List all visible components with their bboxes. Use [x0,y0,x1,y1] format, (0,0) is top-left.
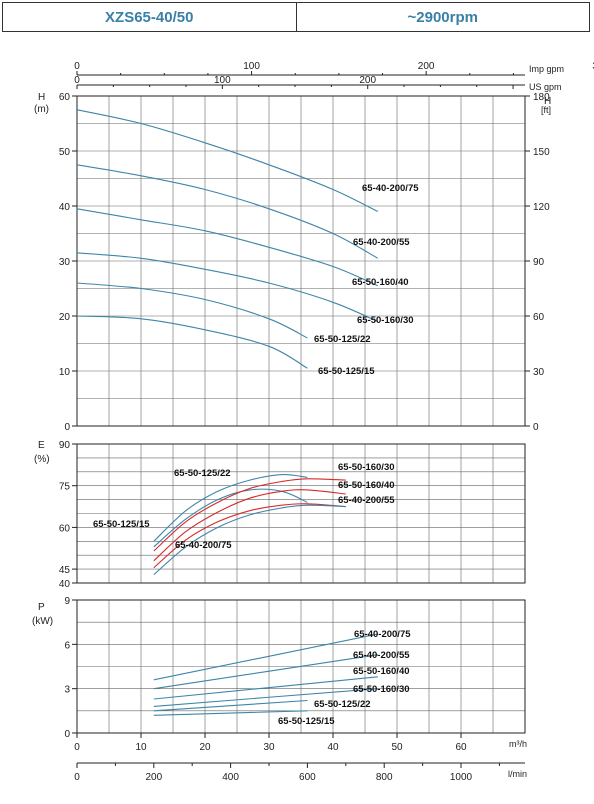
series-label-e-65-50-160-40: 65-50-160/40 [338,480,395,491]
imp-gpm-tick-label: 100 [243,61,260,72]
h-ft-axis-unit: [ft] [541,105,551,115]
y-tick-label: 60 [59,523,71,534]
y-tick-label: 40 [59,202,71,213]
us-gpm-tick-label: 0 [74,75,80,86]
plot-frame [76,599,526,734]
series-label-e-65-50-160-30: 65-50-160/30 [338,462,395,473]
y-tick-label: 30 [59,257,71,268]
series-label-p-65-50-125-15: 65-50-125/15 [278,716,335,727]
y-tick-label: 45 [59,565,71,576]
lmin-tick-label: 800 [376,772,393,783]
x-tick-label: 40 [327,742,339,753]
lmin-tick-label: 400 [222,772,239,783]
series-label-h-65-50-125-15: 65-50-125/15 [318,366,375,377]
x-tick-label: 60 [455,742,467,753]
curve-e-65-50-125-22 [153,474,308,542]
imp-gpm-unit: Imp gpm [529,64,564,74]
y-tick-label: 0 [64,422,70,433]
curve-h-65-50-125-15 [76,315,308,369]
e-axis-unit: (%) [34,454,50,465]
curve-e-65-50-160-40 [153,489,346,562]
curve-p-65-50-125-22 [153,699,308,712]
y-tick-label: 50 [59,147,71,158]
y-tick-label: 0 [64,729,70,740]
series-label-h-65-40-200-55: 65-40-200/55 [353,237,410,248]
lmin-tick-label: 0 [74,772,80,783]
imp-gpm-tick-label: 0 [74,61,80,72]
y-tick-label: 60 [59,92,71,103]
series-label-h-65-50-160-40: 65-50-160/40 [352,277,409,288]
series-label-p-65-40-200-75: 65-40-200/75 [354,629,411,640]
y-tick-label: 10 [59,367,71,378]
curve-h-65-40-200-75 [76,109,379,212]
y-tick-label: 3 [64,685,70,696]
lmin-tick-label: 1000 [450,772,473,783]
y-tick-label: 90 [59,440,71,451]
curve-h-65-50-125-22 [76,282,308,339]
y-tick-label: 9 [64,596,70,607]
x-unit-lmin: l/min [508,769,527,779]
series-label-e-65-50-125-15: 65-50-125/15 [93,519,150,530]
curve-p-65-50-125-15 [153,710,308,716]
series-label-p-65-40-200-55: 65-40-200/55 [353,650,410,661]
y2-tick-label: 90 [533,257,545,268]
series-label-p-65-50-125-22: 65-50-125/22 [314,699,371,710]
series-label-h-65-50-125-22: 65-50-125/22 [314,334,371,345]
series-label-e-65-50-125-22: 65-50-125/22 [174,468,231,479]
y-tick-label: 20 [59,312,71,323]
curve-h-65-40-200-55 [76,164,379,259]
series-label-e-65-40-200-55: 65-40-200/55 [338,495,395,506]
us-gpm-tick-label: 200 [359,75,376,86]
x-tick-label: 0 [74,742,80,753]
series-label-p-65-50-160-30: 65-50-160/30 [353,684,410,695]
p-axis-label: P [38,602,45,613]
curve-h-65-50-160-40 [76,208,379,287]
h-axis-label: H [38,92,45,103]
y2-tick-label: 0 [533,422,539,433]
y-tick-label: 75 [59,482,71,493]
h-ft-axis-label: H [544,96,551,107]
curve-h-65-50-160-30 [76,252,379,323]
curve-e-65-50-160-30 [153,478,346,552]
curve-e-65-40-200-55 [153,503,346,569]
series-label-h-65-50-160-30: 65-50-160/30 [357,315,414,326]
series-label-h-65-40-200-75: 65-40-200/75 [362,183,419,194]
us-gpm-tick-label: 100 [214,75,231,86]
speed-title: ~2900rpm [295,3,590,31]
series-label-e-65-40-200-75: 65-40-200/75 [175,540,232,551]
y2-tick-label: 150 [533,147,550,158]
x-tick-label: 10 [135,742,147,753]
y2-tick-label: 30 [533,367,545,378]
model-title: XZS65-40/50 [105,8,194,26]
curve-p-65-50-160-40 [153,676,378,700]
h-axis-unit: (m) [34,104,49,115]
lmin-tick-label: 200 [145,772,162,783]
plot-frame [76,443,526,584]
y-tick-label: 40 [59,579,71,590]
y-tick-label: 6 [64,640,70,651]
y2-tick-label: 120 [533,202,550,213]
x-unit-m3h: m³/h [509,739,527,749]
lmin-tick-label: 600 [299,772,316,783]
x-tick-label: 20 [199,742,211,753]
series-label-p-65-50-160-40: 65-50-160/40 [353,666,410,677]
x-tick-label: 50 [391,742,403,753]
header-bar: XZS65-40/50 ~2900rpm [2,2,590,32]
curve-e-65-50-125-15 [153,488,308,548]
e-axis-label: E [38,440,45,451]
p-axis-unit: (kW) [32,616,53,627]
x-tick-label: 30 [263,742,275,753]
curve-e-65-40-200-75 [153,504,346,576]
y2-tick-label: 180 [533,92,550,103]
us-gpm-unit: US gpm [529,82,562,92]
y2-tick-label: 60 [533,312,545,323]
imp-gpm-tick-label: 200 [418,61,435,72]
curve-p-65-40-200-75 [153,633,378,681]
imp-gpm-tick-label: 300 [592,61,594,72]
curve-p-65-40-200-55 [153,654,378,690]
curve-p-65-50-160-30 [153,688,378,707]
